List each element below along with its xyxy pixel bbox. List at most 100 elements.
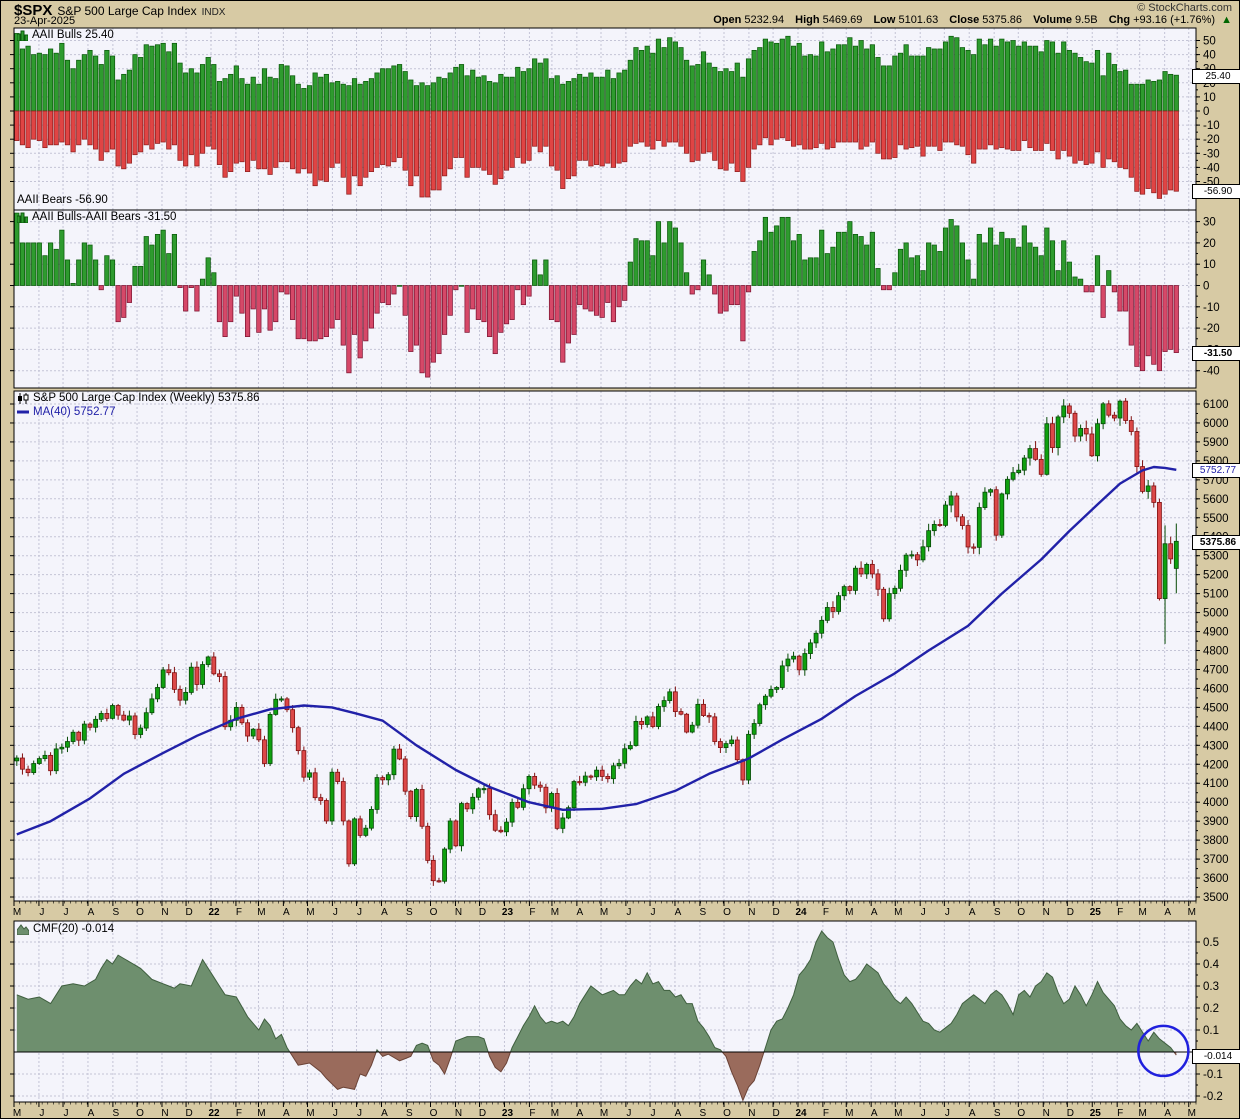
ma-line-icon (17, 410, 29, 414)
exchange-label: INDX (201, 7, 226, 18)
svg-text:J: J (945, 1108, 950, 1119)
svg-text:6100: 6100 (1203, 399, 1229, 411)
cmf-month-axis: M J J A S O N D 22 F M A M J J A S O N D 23 F M A M J J A S O N D 24 F M A M… (13, 1102, 1197, 1119)
svg-text:A: A (381, 907, 388, 918)
svg-text:A: A (577, 1108, 584, 1119)
svg-text:-20: -20 (1203, 134, 1220, 146)
candlestick-icon (17, 392, 29, 404)
histogram-icon (16, 30, 29, 41)
svg-text:O: O (1017, 1108, 1025, 1119)
price-grid (13, 391, 1190, 901)
svg-text:4300: 4300 (1203, 740, 1229, 752)
cmf-label: CMF(20) -0.014 (33, 923, 115, 935)
svg-text:0.2: 0.2 (1203, 1003, 1219, 1015)
svg-text:A: A (675, 1108, 682, 1119)
svg-text:4400: 4400 (1203, 721, 1229, 733)
svg-text:22: 22 (208, 1108, 220, 1119)
svg-text:S: S (700, 907, 707, 918)
svg-text:23: 23 (502, 907, 514, 918)
svg-text:J: J (626, 907, 631, 918)
svg-text:S: S (113, 907, 120, 918)
svg-text:A: A (1164, 1108, 1171, 1119)
svg-text:23: 23 (502, 1108, 514, 1119)
close-label: Close (949, 14, 980, 26)
svg-text:J: J (357, 1108, 362, 1119)
ticker-symbol: $SPX (14, 2, 53, 19)
volume-value: 9.5B (1075, 14, 1098, 26)
svg-text:N: N (1043, 1108, 1050, 1119)
svg-text:M: M (306, 1108, 314, 1119)
cmf-panel (13, 920, 1197, 1103)
svg-text:M: M (894, 907, 902, 918)
svg-text:-10: -10 (1203, 302, 1220, 314)
svg-text:J: J (333, 907, 338, 918)
area-icon (16, 923, 30, 935)
svg-text:O: O (723, 907, 731, 918)
ma-legend: MA(40) 5752.77 (17, 406, 115, 418)
ma-value-box: 5752.77 (1192, 463, 1240, 478)
svg-text:O: O (136, 907, 144, 918)
svg-text:3600: 3600 (1203, 873, 1229, 885)
svg-text:N: N (748, 1108, 755, 1119)
svg-text:-0.1: -0.1 (1203, 1069, 1223, 1081)
aaii-bulls-legend: AAII Bulls 25.40 (16, 29, 114, 41)
high-label: High (795, 14, 820, 26)
svg-text:-40: -40 (1203, 162, 1220, 174)
svg-text:5000: 5000 (1203, 608, 1229, 620)
svg-text:N: N (1043, 907, 1050, 918)
aaii-bulls-label: AAII Bulls 25.40 (32, 29, 114, 41)
aaii-spread-value-box: -31.50 (1192, 346, 1240, 361)
svg-text:5900: 5900 (1203, 437, 1229, 449)
svg-text:F: F (236, 1108, 242, 1119)
svg-text:A: A (969, 1108, 976, 1119)
svg-text:S: S (700, 1108, 707, 1119)
svg-text:J: J (64, 907, 69, 918)
svg-text:D: D (1067, 1108, 1074, 1119)
aaii-spread-grid (13, 210, 1190, 388)
price-value-box: 5375.86 (1192, 535, 1240, 550)
svg-text:M: M (894, 1108, 902, 1119)
svg-text:3700: 3700 (1203, 854, 1229, 866)
price-panel (13, 390, 1197, 902)
svg-text:A: A (1164, 907, 1171, 918)
svg-text:J: J (333, 1108, 338, 1119)
svg-text:5500: 5500 (1203, 513, 1229, 525)
svg-text:0.4: 0.4 (1203, 959, 1220, 971)
aaii-spread-series (14, 212, 1179, 378)
svg-text:4100: 4100 (1203, 778, 1229, 790)
svg-text:D: D (479, 1108, 486, 1119)
svg-text:J: J (651, 907, 656, 918)
svg-text:5200: 5200 (1203, 570, 1229, 582)
cmf-area-positive (16, 931, 1177, 1052)
svg-text:M: M (1188, 1108, 1196, 1119)
close-value: 5375.86 (982, 14, 1023, 26)
svg-text:20: 20 (1203, 238, 1216, 250)
chg-label: Chg (1108, 14, 1131, 26)
aaii-spread-panel (13, 209, 1197, 389)
svg-text:J: J (626, 1108, 631, 1119)
svg-text:J: J (64, 1108, 69, 1119)
price-month-axis: M J J A S O N D 22 F M A M J J A S O N D 23 F M A M J J A S O N D 24 F M A M… (13, 901, 1197, 918)
svg-text:M: M (1139, 907, 1147, 918)
svg-text:4600: 4600 (1203, 683, 1229, 695)
svg-text:O: O (430, 907, 438, 918)
svg-text:50: 50 (1203, 36, 1216, 48)
svg-text:M: M (1188, 907, 1196, 918)
svg-text:-20: -20 (1203, 323, 1220, 335)
price-label: S&P 500 Large Cap Index (Weekly) 5375.86 (33, 392, 260, 404)
svg-text:F: F (236, 907, 242, 918)
svg-text:N: N (161, 1108, 168, 1119)
aaii-spread-legend: AAII Bulls-AAII Bears -31.50 (16, 211, 176, 223)
svg-text:-10: -10 (1203, 120, 1220, 132)
svg-text:4000: 4000 (1203, 797, 1229, 809)
y-axis: 50403020100-10-20-30-40-50 (10, 36, 1220, 189)
svg-text:5100: 5100 (1203, 589, 1229, 601)
svg-text:A: A (871, 907, 878, 918)
svg-text:M: M (845, 907, 853, 918)
svg-text:N: N (748, 907, 755, 918)
high-value: 5469.69 (822, 14, 863, 26)
svg-text:A: A (969, 907, 976, 918)
aaii-bulls-value-box: 25.40 (1192, 69, 1240, 84)
